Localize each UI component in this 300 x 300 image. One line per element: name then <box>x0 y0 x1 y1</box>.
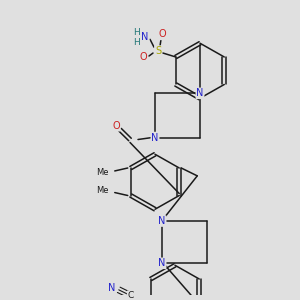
Text: Me: Me <box>97 186 109 195</box>
Text: N: N <box>141 32 149 42</box>
Text: N: N <box>151 133 159 142</box>
Text: Me: Me <box>97 168 109 177</box>
Text: O: O <box>112 121 120 131</box>
Text: N: N <box>158 216 166 226</box>
Text: N: N <box>108 283 116 293</box>
Text: O: O <box>158 29 166 39</box>
Text: N: N <box>158 258 166 268</box>
Text: C: C <box>128 291 134 300</box>
Text: O: O <box>139 52 147 62</box>
Text: H: H <box>134 28 140 37</box>
Text: S: S <box>155 46 161 56</box>
Text: H: H <box>134 38 140 47</box>
Text: N: N <box>196 88 204 98</box>
